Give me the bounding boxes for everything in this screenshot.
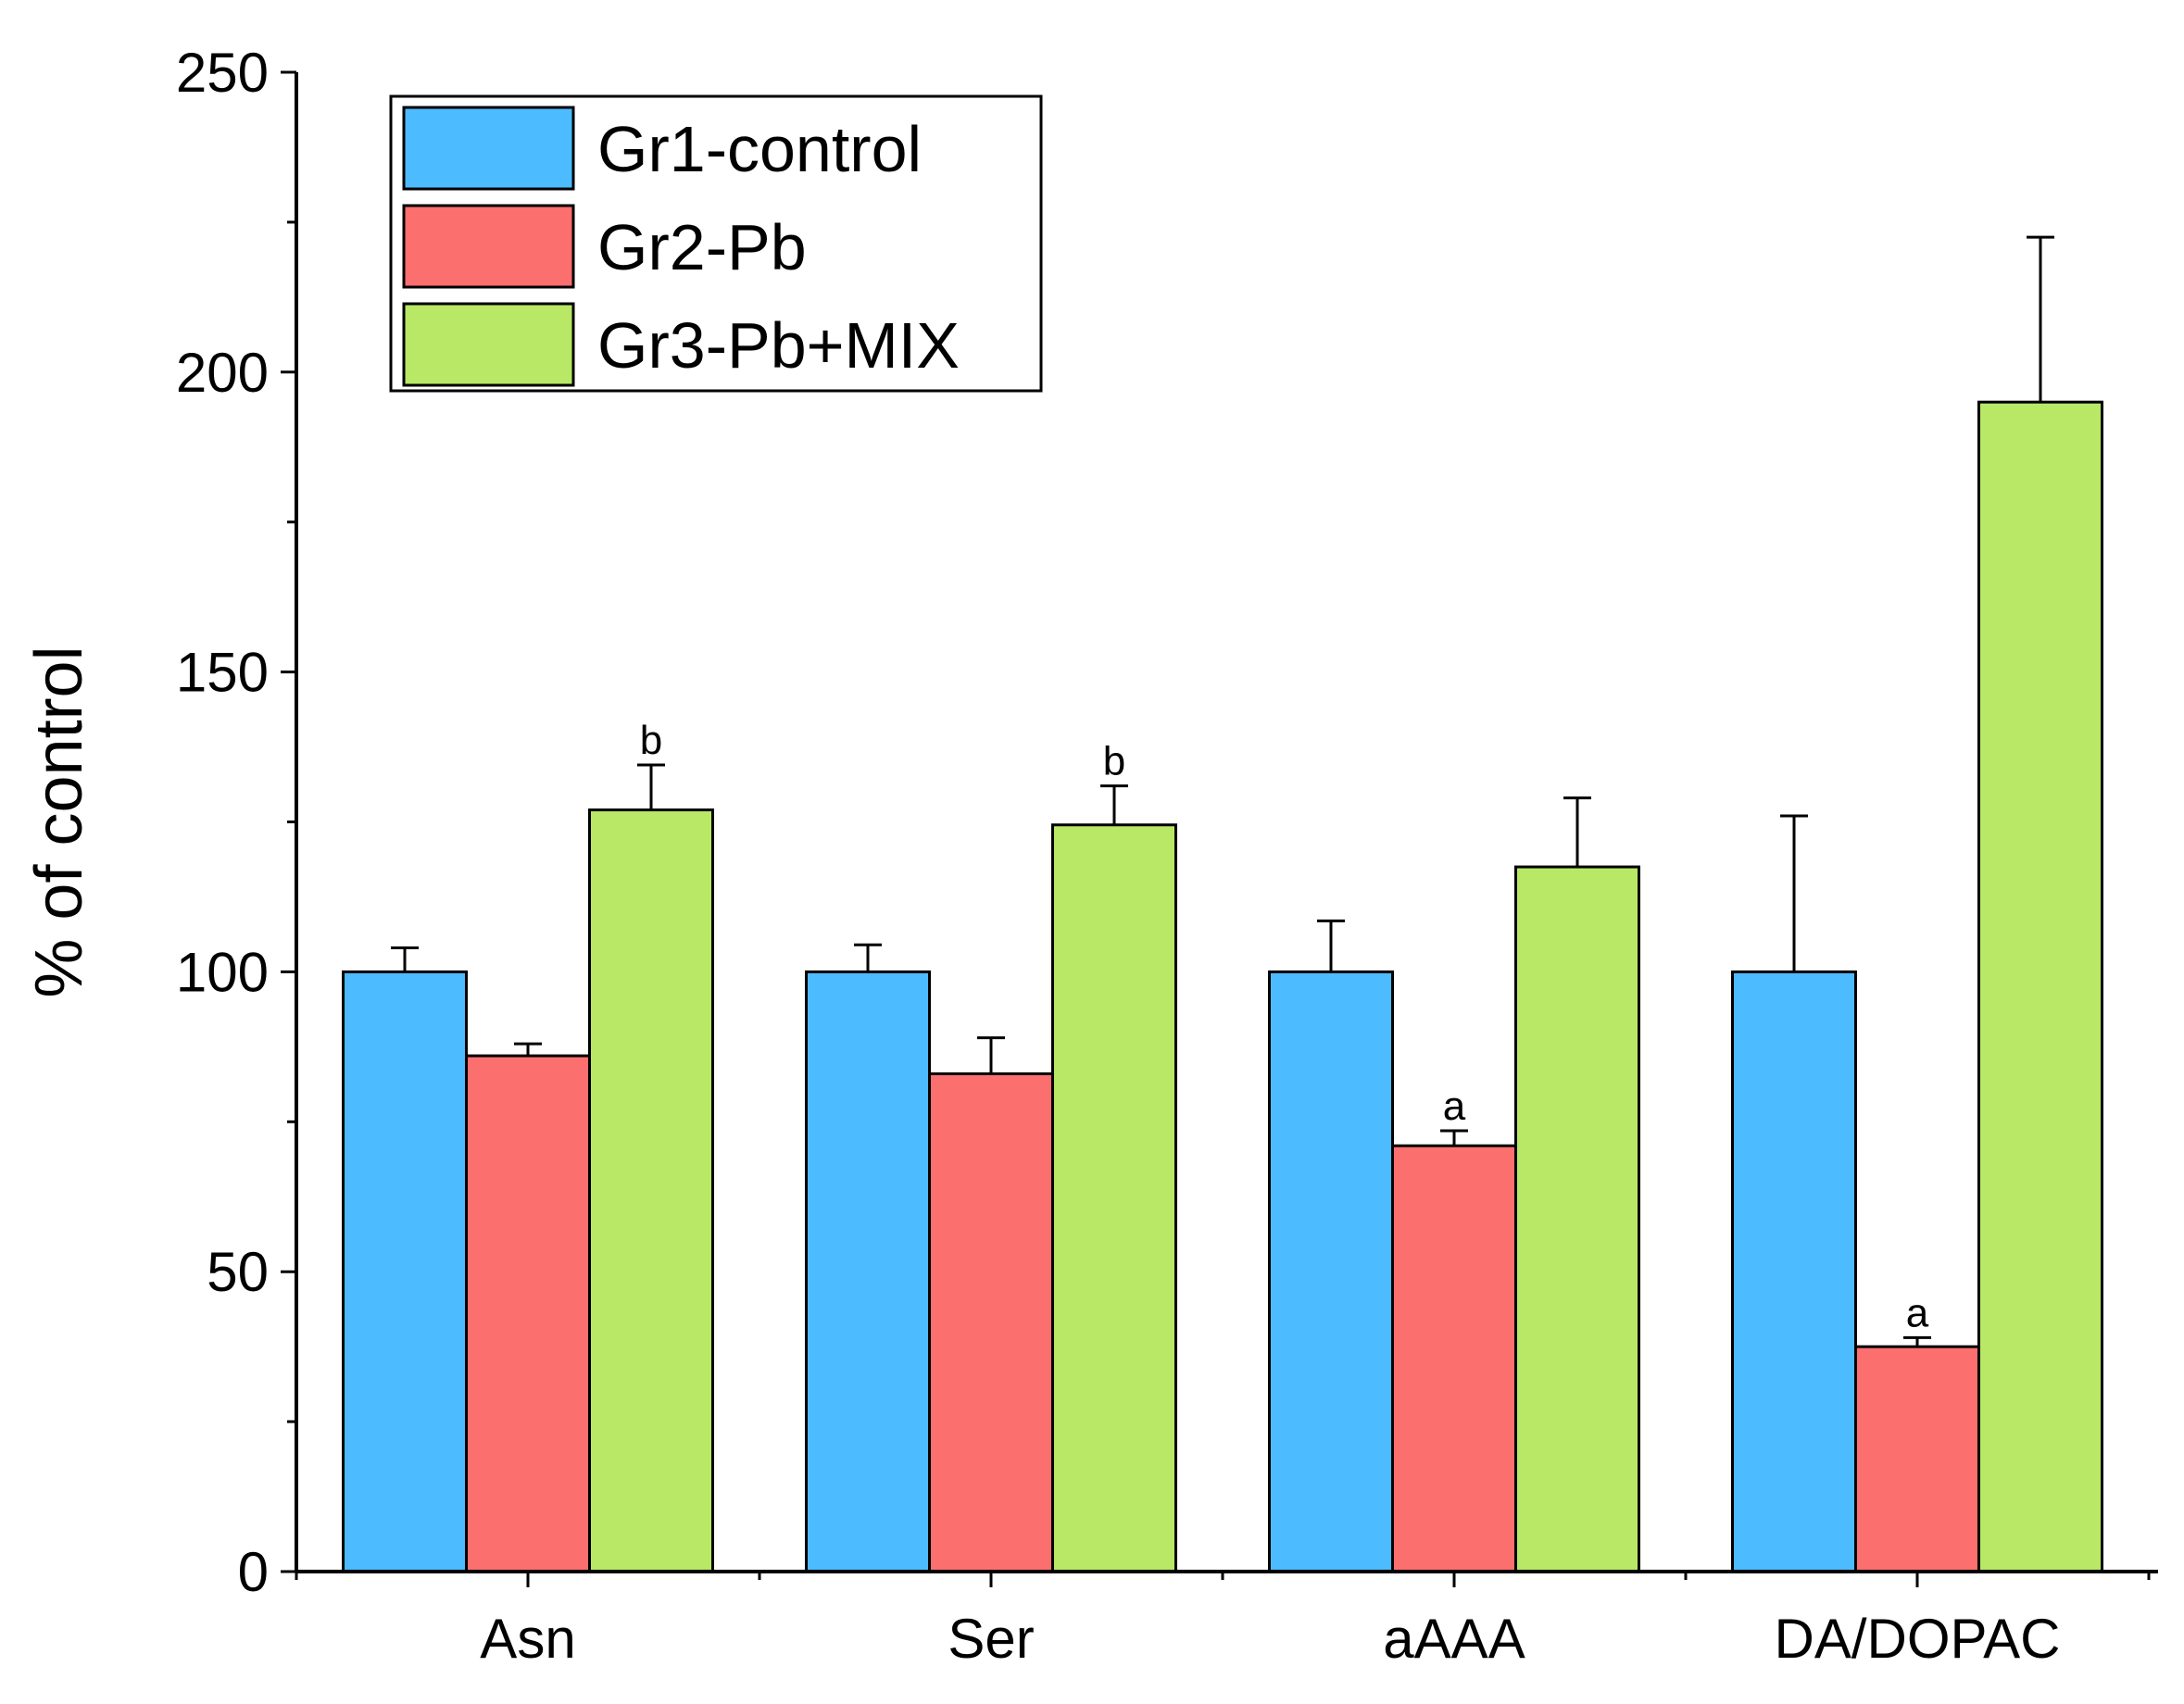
legend-item-gr2: Gr2-Pb (402, 204, 807, 289)
significance-label-gr3-pb-mix-asn: b (640, 718, 662, 763)
significance-label-gr3-pb-mix-ser: b (1103, 739, 1125, 784)
bar-gr1-control-asn (342, 970, 468, 1573)
y-tick-label: 250 (176, 42, 269, 104)
axes-layer: 0 50 100 150 200 250 Asn Ser aAAA DA/DOPAC (176, 42, 2158, 1670)
legend: Gr1-control Gr2-Pb Gr3-Pb+MIX (389, 94, 1043, 393)
bar-gr3-pb-mix-aaaa (1514, 865, 1640, 1573)
bar-gr2-pb-asn (465, 1054, 591, 1573)
legend-swatch-gr2-pb (402, 204, 575, 289)
bar-gr3-pb-mix-ser (1051, 823, 1177, 1573)
significance-label-gr2-pb-aaaa: a (1443, 1084, 1466, 1129)
significance-label-gr2-pb-da-dopac: a (1906, 1290, 1929, 1335)
x-tick-label-asn: Asn (480, 1608, 575, 1670)
bar-gr1-control-aaaa (1268, 970, 1394, 1573)
legend-label-gr2-pb: Gr2-Pb (597, 211, 807, 283)
legend-label-gr1-control: Gr1-control (597, 113, 922, 185)
bar-gr3-pb-mix-asn (588, 808, 714, 1573)
x-tick-label-aaaa: aAAA (1383, 1608, 1525, 1670)
bar-gr2-pb-ser (928, 1071, 1054, 1573)
bars-layer: a a b b (342, 235, 2103, 1573)
y-tick-label: 150 (176, 642, 269, 704)
x-tick-label-da-dopac: DA/DOPAC (1775, 1608, 2061, 1670)
bar-gr1-control-da-dopac (1731, 970, 1857, 1573)
x-tick-label-ser: Ser (948, 1608, 1034, 1670)
y-tick-label: 100 (176, 941, 269, 1003)
bar-gr2-pb-aaaa (1391, 1144, 1517, 1573)
legend-item-gr1: Gr1-control (402, 106, 922, 191)
y-tick-label: 200 (176, 342, 269, 404)
legend-label-gr3-pb-mix: Gr3-Pb+MIX (597, 309, 960, 382)
legend-item-gr3: Gr3-Pb+MIX (402, 302, 960, 387)
y-tick-label: 0 (238, 1541, 269, 1603)
y-axis-title: % of control (22, 645, 96, 997)
bar-gr3-pb-mix-da-dopac (1977, 400, 2103, 1573)
y-tick-label: 50 (207, 1241, 269, 1303)
legend-swatch-gr3-pb-mix (402, 302, 575, 387)
bar-gr1-control-ser (805, 970, 931, 1573)
bar-gr2-pb-da-dopac (1854, 1345, 1980, 1573)
legend-swatch-gr1-control (402, 106, 575, 191)
